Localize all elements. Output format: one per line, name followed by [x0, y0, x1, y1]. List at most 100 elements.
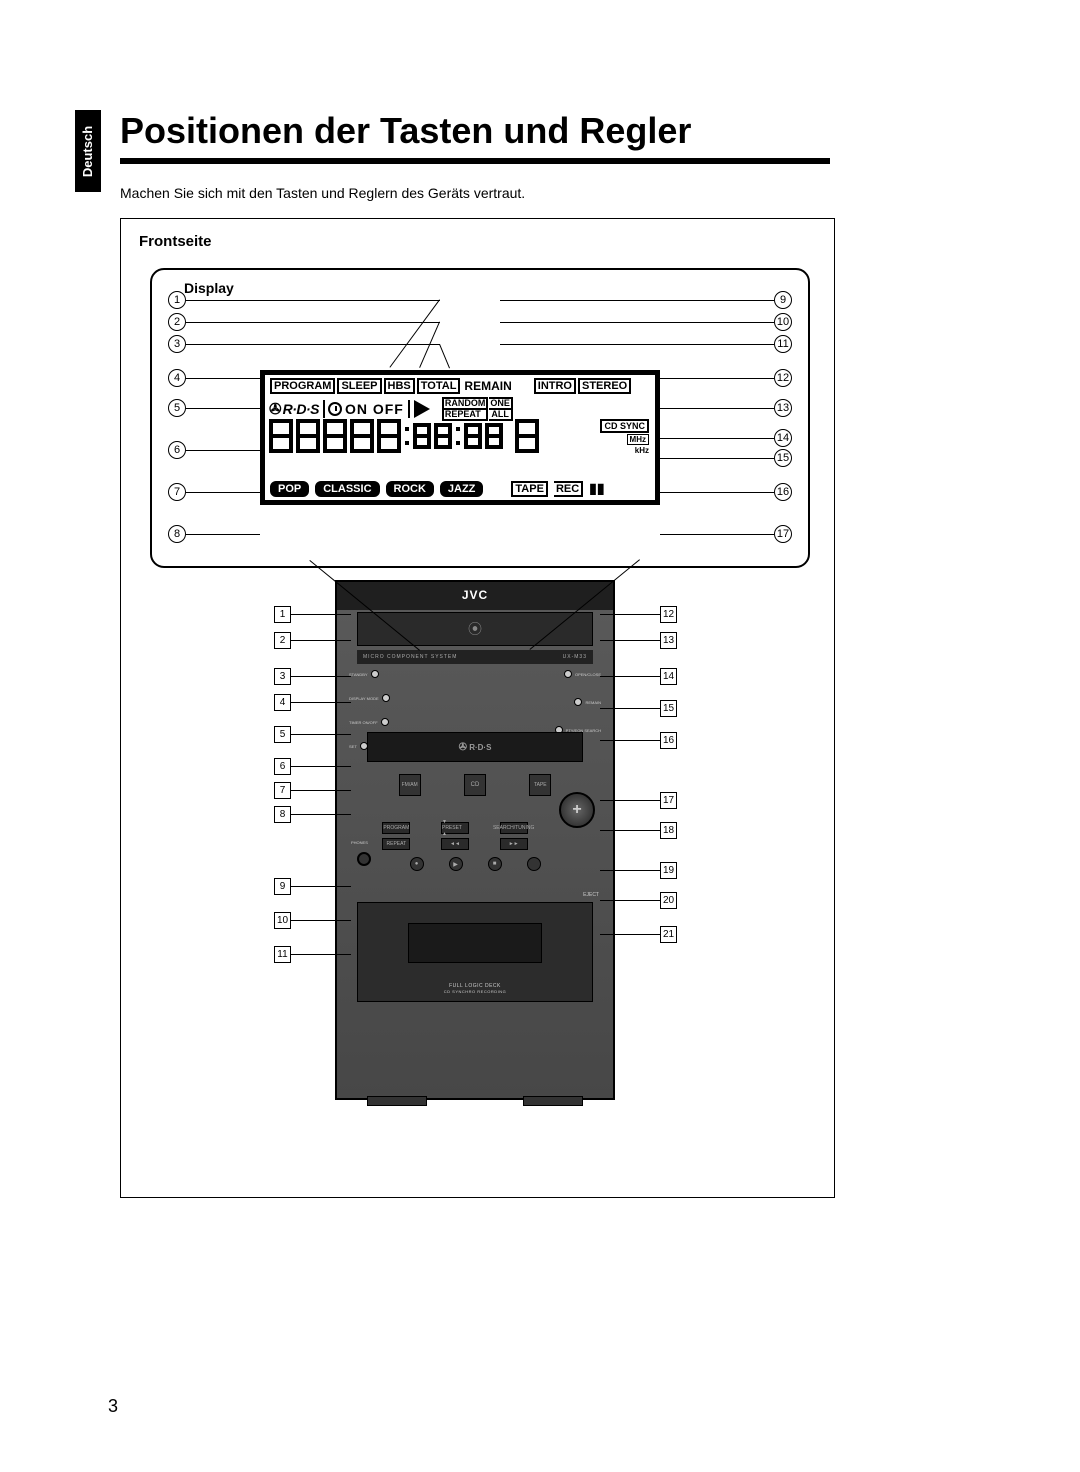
btn-preset[interactable]: ▼ PRESET ▲	[441, 822, 469, 834]
cassette-label: FULL LOGIC DECK CD SYNCHRO RECORDING	[358, 983, 592, 995]
display-callout-16: 16	[774, 483, 792, 501]
brand-label: JVC	[337, 588, 613, 602]
device-callout-4: 4	[274, 694, 291, 711]
display-callout-5: 5	[168, 399, 186, 417]
display-callout-1: 1	[168, 291, 186, 309]
lcd-rec: REC	[554, 481, 583, 497]
display-callout-2: 2	[168, 313, 186, 331]
btn-ff[interactable]: ►►	[500, 838, 528, 850]
display-callout-9: 9	[774, 291, 792, 309]
lcd-cdsync: CD SYNC	[600, 419, 649, 433]
display-callout-3: 3	[168, 335, 186, 353]
btn-rec[interactable]: ●	[410, 857, 424, 871]
device-callout-11: 11	[274, 946, 291, 963]
lcd-mhz: MHz	[627, 434, 649, 445]
lcd-row-1: PROGRAM SLEEP HBS TOTAL REMAIN INTRO STE…	[269, 377, 632, 395]
display-callout-7: 7	[168, 483, 186, 501]
src-btn-fm[interactable]: FM/AM	[399, 774, 421, 796]
lcd-eq-jazz: JAZZ	[440, 481, 484, 497]
clock-icon	[328, 402, 342, 416]
phones-jack	[357, 852, 371, 866]
src-btn-tape[interactable]: TAPE	[529, 774, 551, 796]
display-callout-4: 4	[168, 369, 186, 387]
lcd-row-3: CD SYNC MHz kHz	[269, 419, 651, 455]
lcd-eq-pop: POP	[270, 481, 309, 497]
btn-search[interactable]: SEARCH/TUNING	[500, 822, 528, 834]
device-callout-2: 2	[274, 632, 291, 649]
display-callout-13: 13	[774, 399, 792, 417]
device-callout-16: 16	[660, 732, 677, 749]
device-callout-21: 21	[660, 926, 677, 943]
lcd-remain: REMAIN	[462, 378, 513, 394]
device-display: ✇ R·D·S	[367, 732, 583, 762]
source-row: FM/AM CD TAPE	[377, 774, 573, 796]
phones-label: PHONES	[351, 840, 368, 845]
language-tab-label: Deutsch	[81, 125, 96, 176]
device-btn-standby[interactable]	[371, 670, 379, 678]
disc-icon: ⦿	[468, 619, 482, 639]
device-btn-display mode[interactable]	[382, 694, 390, 702]
play-icon	[414, 400, 430, 418]
lcd-eq-rock: ROCK	[386, 481, 434, 497]
model-text-right: UX-M33	[563, 654, 587, 660]
transport-row-1: PROGRAM ▼ PRESET ▲ SEARCH/TUNING	[367, 822, 543, 834]
display-callout-10: 10	[774, 313, 792, 331]
btn-stop[interactable]: ■	[488, 857, 502, 871]
eject-label: EJECT	[583, 892, 599, 898]
page-title: Positionen der Tasten und Regler	[120, 110, 691, 152]
model-text-left: MICRO COMPONENT SYSTEM	[363, 654, 457, 660]
device-callout-20: 20	[660, 892, 677, 909]
device-callout-14: 14	[660, 668, 677, 685]
device-btn-open/close[interactable]	[564, 670, 572, 678]
transport-row-2: REPEAT ◄◄ ►►	[367, 838, 543, 850]
device-btn-remain[interactable]	[574, 698, 582, 706]
cassette-door: FULL LOGIC DECK CD SYNCHRO RECORDING	[357, 902, 593, 1002]
device-callout-9: 9	[274, 878, 291, 895]
display-callout-8: 8	[168, 525, 186, 543]
page-number: 3	[108, 1396, 118, 1417]
model-bar: MICRO COMPONENT SYSTEM UX-M33	[357, 650, 593, 664]
lcd-onoff: ON OFF	[345, 401, 404, 417]
device-callout-7: 7	[274, 782, 291, 799]
lcd-hbs: HBS	[384, 378, 415, 394]
btn-program[interactable]: PROGRAM	[382, 822, 410, 834]
device-callout-12: 12	[660, 606, 677, 623]
device-btn-timer on/off[interactable]	[381, 718, 389, 726]
language-tab: Deutsch	[75, 110, 101, 192]
lcd-khz: kHz	[600, 446, 649, 455]
lcd-screen: PROGRAM SLEEP HBS TOTAL REMAIN INTRO STE…	[260, 370, 660, 505]
display-label: Display	[184, 280, 234, 296]
lcd-rds: R·D·S	[283, 401, 319, 417]
display-callout-12: 12	[774, 369, 792, 387]
device-callout-13: 13	[660, 632, 677, 649]
device-callout-10: 10	[274, 912, 291, 929]
lcd-total: TOTAL	[417, 378, 461, 394]
device-callout-17: 17	[660, 792, 677, 809]
cassette-window	[408, 923, 542, 963]
lcd-stereo: STEREO	[578, 378, 631, 394]
lcd-intro: INTRO	[534, 378, 576, 394]
display-callout-15: 15	[774, 449, 792, 467]
device-callout-19: 19	[660, 862, 677, 879]
device-front: JVC ⦿ MICRO COMPONENT SYSTEM UX-M33 STAN…	[335, 580, 615, 1100]
device-callout-6: 6	[274, 758, 291, 775]
device-callout-18: 18	[660, 822, 677, 839]
device-callout-1: 1	[274, 606, 291, 623]
device-top-bar: JVC	[337, 582, 613, 610]
btn-preeq[interactable]	[527, 857, 541, 871]
section-label: Frontseite	[139, 233, 816, 250]
lcd-row-4: POP CLASSIC ROCK JAZZ TAPE REC ▮▮	[269, 480, 605, 498]
btn-rew[interactable]: ◄◄	[441, 838, 469, 850]
device-display-text: ✇ R·D·S	[459, 742, 492, 753]
btn-play-pause[interactable]: ▶	[449, 857, 463, 871]
device-feet	[367, 1096, 583, 1110]
display-callout-11: 11	[774, 335, 792, 353]
device-callout-8: 8	[274, 806, 291, 823]
display-callout-14: 14	[774, 429, 792, 447]
src-btn-cd[interactable]: CD	[464, 774, 486, 796]
display-callout-6: 6	[168, 441, 186, 459]
volume-knob[interactable]	[559, 792, 595, 828]
intro-text: Machen Sie sich mit den Tasten und Regle…	[120, 185, 525, 201]
btn-repeat[interactable]: REPEAT	[382, 838, 410, 850]
lcd-row-2: ✇ R·D·S ON OFF RANDOM REPEAT ONE ALL	[269, 397, 513, 421]
